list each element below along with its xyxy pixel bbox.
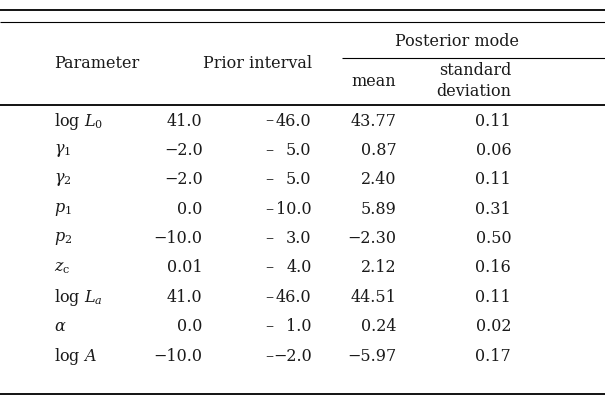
Text: −5.97: −5.97 [347,348,396,364]
Text: –: – [265,230,273,247]
Text: –: – [265,318,273,335]
Text: Prior interval: Prior interval [203,55,312,72]
Text: −10.0: −10.0 [154,348,203,364]
Text: −10.0: −10.0 [154,230,203,247]
Text: $\alpha$: $\alpha$ [54,318,67,335]
Text: −2.30: −2.30 [347,230,396,247]
Text: $\gamma_1$: $\gamma_1$ [54,142,71,159]
Text: 0.50: 0.50 [476,230,511,247]
Text: 43.77: 43.77 [350,113,396,129]
Text: log $A$: log $A$ [54,346,97,366]
Text: −2.0: −2.0 [164,172,203,188]
Text: 0.01: 0.01 [167,260,203,276]
Text: 5.0: 5.0 [286,172,312,188]
Text: 0.0: 0.0 [177,318,203,335]
Text: 46.0: 46.0 [276,113,312,129]
Text: 41.0: 41.0 [167,289,203,306]
Text: 0.31: 0.31 [476,201,511,218]
Text: –: – [265,289,273,306]
Text: –: – [265,113,273,129]
Text: $\gamma_2$: $\gamma_2$ [54,172,72,188]
Text: log $L_0$: log $L_0$ [54,111,103,131]
Text: −2.0: −2.0 [273,348,312,364]
Text: Parameter: Parameter [54,55,140,72]
Text: 0.24: 0.24 [361,318,396,335]
Text: $p_2$: $p_2$ [54,230,73,247]
Text: 0.87: 0.87 [361,142,396,159]
Text: –: – [265,348,273,364]
Text: 0.17: 0.17 [476,348,511,364]
Text: Posterior mode: Posterior mode [395,33,518,50]
Text: –: – [265,260,273,276]
Text: 0.02: 0.02 [476,318,511,335]
Text: $p_1$: $p_1$ [54,201,72,218]
Text: 41.0: 41.0 [167,113,203,129]
Text: –: – [265,201,273,218]
Text: 10.0: 10.0 [276,201,312,218]
Text: mean: mean [352,73,396,90]
Text: −2.0: −2.0 [164,142,203,159]
Text: 0.06: 0.06 [476,142,511,159]
Text: –: – [265,142,273,159]
Text: log $L_a$: log $L_a$ [54,287,103,308]
Text: 0.11: 0.11 [476,289,511,306]
Text: 4.0: 4.0 [286,260,312,276]
Text: 2.40: 2.40 [361,172,396,188]
Text: 5.89: 5.89 [361,201,396,218]
Text: 0.11: 0.11 [476,113,511,129]
Text: 3.0: 3.0 [286,230,312,247]
Text: 0.0: 0.0 [177,201,203,218]
Text: 2.12: 2.12 [361,260,396,276]
Text: 0.16: 0.16 [476,260,511,276]
Text: 44.51: 44.51 [350,289,396,306]
Text: standard
deviation: standard deviation [436,62,511,100]
Text: 0.11: 0.11 [476,172,511,188]
Text: $z_{\rm c}$: $z_{\rm c}$ [54,260,71,276]
Text: 46.0: 46.0 [276,289,312,306]
Text: 1.0: 1.0 [286,318,312,335]
Text: –: – [265,172,273,188]
Text: 5.0: 5.0 [286,142,312,159]
